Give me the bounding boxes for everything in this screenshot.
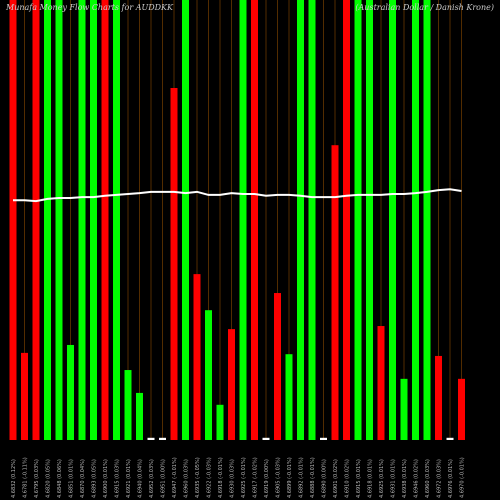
bar [366, 0, 373, 440]
x-tick-label: 4.6938 (0.01%) [402, 459, 408, 498]
x-tick-label: 4.6976 (0.01%) [448, 459, 454, 498]
bar [389, 0, 396, 440]
bar [159, 437, 166, 440]
bar [354, 0, 362, 440]
chart-title: Munafa Money Flow Charts for AUDDKK [5, 3, 174, 12]
x-tick-label: 4.6915 (0.03%) [115, 459, 121, 498]
x-tick-label: 4.6919 (0.00%) [264, 459, 270, 498]
bars [9, 0, 465, 440]
x-tick-label: 4.6899 (-0.01%) [287, 457, 293, 498]
x-tick-label: 4.6946 (0.02%) [414, 459, 420, 498]
x-tick-label: 4.6851 (0.01%) [69, 459, 75, 498]
x-tick-label: 4.6910 (0.02%) [345, 459, 351, 498]
bar [32, 0, 40, 440]
x-tick-label: 4.6947 (-0.01%) [172, 457, 178, 498]
bar [435, 355, 442, 440]
bar [458, 378, 465, 440]
x-tick-label: 4.6922 (-0.03%) [207, 457, 213, 498]
bar [446, 437, 454, 440]
x-tick-label: 4.6918 (-0.01%) [218, 457, 224, 498]
bar [308, 0, 316, 440]
x-tick-label: 4.6935 (-0.05%) [195, 457, 201, 498]
x-tick-label: 4.6925 (-0.01%) [241, 457, 247, 498]
bar [262, 437, 270, 440]
bar [400, 378, 408, 440]
line [13, 188, 462, 203]
bar [113, 0, 120, 440]
x-tick-label: 4.6921 (0.01%) [126, 459, 132, 498]
bar [423, 0, 431, 440]
bar [55, 0, 63, 440]
x-tick-label: 4.6795 (0.03%) [34, 459, 40, 498]
x-tick-label: 4.6951 (0.00%) [161, 459, 167, 498]
x-tick-label: 4.6970 (-0.01%) [460, 457, 466, 498]
x-tick-label: 4.6905 (-0.03%) [276, 457, 282, 498]
x-tick-label: 4.6931 (0.01%) [391, 459, 397, 498]
bar [274, 293, 281, 440]
bar [124, 370, 132, 440]
x-tick-label: 4.6888 (-0.01%) [310, 457, 316, 498]
bar [21, 352, 28, 440]
x-tick-label: 4.6930 (0.03%) [230, 459, 236, 498]
x-tick-label: 4.6890 (0.00%) [322, 459, 328, 498]
x-tick-label: 4.6781 (-0.11%) [23, 457, 29, 498]
bar [170, 88, 178, 440]
chart-subtitle: (Australian Dollar / Danish Krone) [355, 3, 494, 12]
x-tick-label: 4.6820 (0.05%) [46, 459, 52, 498]
bar [412, 0, 419, 440]
bar [228, 329, 235, 440]
x-tick-label: 4.6960 (0.03%) [425, 459, 431, 498]
bar [67, 344, 74, 440]
bar [147, 437, 155, 440]
bar [205, 310, 212, 440]
bar [44, 0, 51, 440]
x-tick-label: 4.6848 (0.06%) [57, 459, 63, 498]
x-tick-label: 4.6940 (0.04%) [138, 459, 144, 498]
bar [320, 437, 327, 440]
bar [101, 0, 109, 440]
bar [216, 404, 224, 440]
x-tick-label: 4.6832 (0.12%) [11, 459, 17, 498]
bar [78, 0, 86, 440]
bar [297, 0, 304, 440]
x-tick-label: 4.6960 (0.03%) [184, 459, 190, 498]
bar [377, 326, 385, 440]
x-tick-label: 4.6892 (-0.01%) [299, 457, 305, 498]
bar [285, 354, 293, 440]
bar [331, 145, 339, 440]
bar [90, 0, 97, 440]
bar [9, 0, 17, 440]
x-tick-label: 4.6870 (0.04%) [80, 459, 86, 498]
x-tick-label: 4.6900 (0.01%) [103, 459, 109, 498]
bar [251, 0, 258, 440]
x-tick-label: 4.6901 (0.02%) [333, 459, 339, 498]
bar [239, 0, 247, 440]
x-tick-label: 4.6925 (0.01%) [379, 459, 385, 498]
x-tick-label: 4.6915 (0.01%) [356, 459, 362, 498]
x-tick-label: 4.6918 (0.01%) [368, 459, 374, 498]
bar [193, 274, 201, 440]
bar [343, 0, 350, 440]
x-tick-label: 4.6952 (0.03%) [149, 459, 155, 498]
x-tick-label: 4.6972 (0.03%) [437, 459, 443, 498]
bar [182, 0, 189, 440]
x-tick-label: 4.6893 (0.05%) [92, 459, 98, 498]
bar [136, 392, 143, 440]
x-tick-label: 4.6917 (-0.02%) [253, 457, 259, 498]
